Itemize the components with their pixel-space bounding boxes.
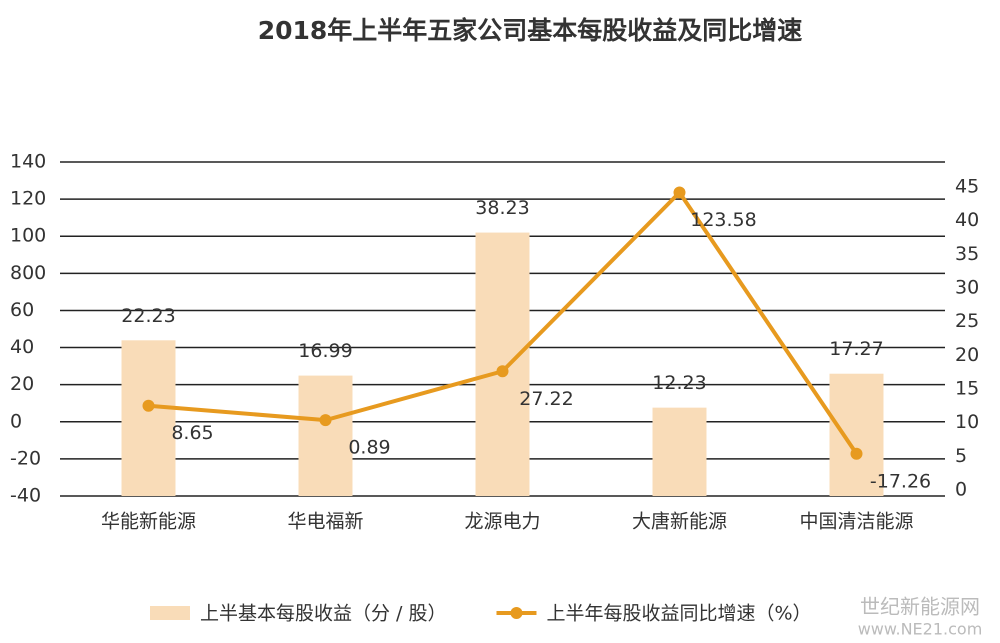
y-tick-label: 40 (10, 336, 34, 358)
legend-label: 上半基本每股收益（分 / 股） (200, 603, 446, 625)
y-tick-label: 60 (10, 299, 34, 321)
y2-tick-label: 35 (955, 243, 979, 265)
bar (475, 232, 530, 497)
watermark: 世纪新能源网 (860, 595, 980, 619)
y2-tick-label: 0 (955, 479, 967, 501)
legend-swatch (150, 606, 190, 620)
x-tick-label: 华能新能源 (101, 511, 196, 533)
y2-tick-label: 20 (955, 344, 979, 366)
y2-tick-label: 25 (955, 310, 979, 332)
y-tick-label: -40 (10, 485, 41, 507)
y2-tick-label: 5 (955, 445, 967, 467)
line-point (142, 399, 155, 412)
y2-tick-label: 40 (955, 209, 979, 231)
bar (829, 373, 884, 496)
y-tick-label: 100 (10, 225, 46, 247)
data-label: 27.22 (519, 388, 573, 410)
line-point (673, 186, 686, 199)
data-label: 12.23 (652, 372, 706, 394)
y-tick-label: -20 (10, 447, 41, 469)
line-point (496, 365, 509, 378)
legend-label: 上半年每股收益同比增速（%） (546, 603, 811, 625)
x-tick-label: 中国清洁能源 (799, 511, 913, 533)
data-label: 8.65 (171, 422, 213, 444)
data-label: 123.58 (690, 209, 756, 231)
y-tick-label: 800 (10, 262, 46, 284)
y2-tick-label: 30 (955, 277, 979, 299)
y-tick-label: 20 (10, 373, 34, 395)
data-label: 38.23 (475, 197, 529, 219)
line-point (319, 414, 332, 427)
x-tick-label: 华电福新 (287, 511, 363, 533)
bar (298, 375, 353, 496)
data-label: 22.23 (121, 305, 175, 327)
bar (652, 407, 707, 496)
chart-title: 2018年上半年五家公司基本每股收益及同比增速 (258, 16, 803, 45)
y2-tick-label: 45 (955, 176, 979, 198)
y2-tick-label: 15 (955, 378, 979, 400)
x-tick-label: 龙源电力 (464, 511, 540, 533)
data-label: 0.89 (348, 437, 390, 459)
y-tick-label: 0 (10, 410, 22, 432)
watermark: www.NE21.com (858, 620, 983, 639)
y2-tick-label: 10 (955, 411, 979, 433)
y-tick-label: 140 (10, 151, 46, 173)
data-label: 16.99 (298, 340, 352, 362)
legend-swatch (510, 607, 523, 619)
data-label: -17.26 (870, 470, 931, 492)
data-label: 17.27 (829, 338, 883, 360)
bar (121, 340, 176, 496)
line-point (850, 447, 863, 460)
y-tick-label: 120 (10, 188, 46, 210)
x-tick-label: 大唐新能源 (632, 511, 727, 533)
